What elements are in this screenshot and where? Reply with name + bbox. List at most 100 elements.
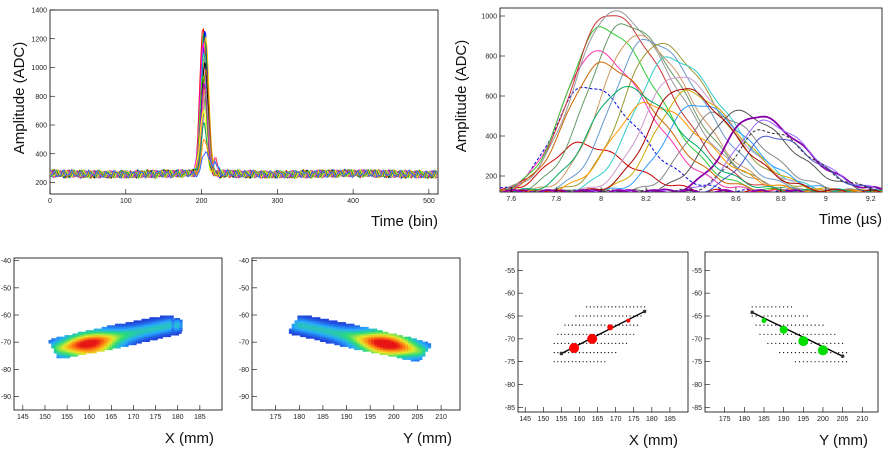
heatmap-cell — [388, 335, 392, 338]
heatmap-cell — [300, 333, 304, 336]
heatmap-cell — [93, 346, 97, 349]
heatmap-cell — [174, 322, 178, 325]
heatmap-cell — [128, 341, 132, 344]
heatmap-cell — [128, 322, 132, 325]
pad-dot — [600, 361, 602, 363]
pad-dot — [806, 352, 808, 354]
heatmap-cell — [303, 333, 307, 336]
heatmap-cell — [91, 346, 95, 349]
heatmap-cell — [314, 328, 318, 331]
heatmap-cell — [179, 329, 183, 332]
heatmap-cell — [422, 354, 426, 357]
heatmap-cell — [69, 340, 73, 342]
heatmap-cell — [396, 351, 400, 354]
heatmap-cell — [337, 331, 341, 334]
heatmap-cell — [125, 323, 129, 326]
heatmap-cell — [125, 341, 129, 344]
x-tick-label: 205 — [412, 414, 424, 421]
x-tick-label: 9 — [824, 196, 828, 203]
pad-dot — [564, 342, 566, 344]
heatmap-cell — [101, 338, 105, 341]
heatmap-cell — [88, 340, 92, 342]
heatmap-cell — [146, 331, 150, 334]
heatmap-cell — [162, 328, 166, 331]
heatmap-cell — [136, 341, 140, 344]
pad-dot — [618, 306, 620, 308]
pad-dot — [629, 315, 631, 317]
heatmap-cell — [331, 328, 335, 331]
heatmap-cell — [320, 328, 324, 331]
heatmap-cell — [416, 353, 420, 355]
heatmap-cell — [388, 341, 392, 344]
pad-dot — [604, 306, 606, 308]
heatmap-cell — [317, 317, 321, 320]
heatmap-cell — [88, 349, 92, 352]
heatmap-cell — [138, 333, 142, 336]
heatmap-cell — [170, 317, 174, 320]
pad-dot — [575, 315, 577, 317]
heatmap-cell — [339, 328, 344, 331]
heatmap-cell — [149, 331, 153, 334]
heatmap-cell — [382, 341, 386, 344]
waveform-series — [50, 108, 438, 180]
heatmap-cell — [345, 343, 349, 346]
heatmap-cell — [171, 319, 175, 322]
waveform-series — [50, 69, 438, 180]
pad-dot — [593, 315, 595, 317]
heatmap-cell — [305, 336, 310, 339]
pad-dot — [607, 315, 610, 317]
heatmap-cell — [120, 344, 124, 347]
heatmap-cell — [325, 325, 329, 328]
pad-dot — [629, 324, 631, 326]
pad-dot — [810, 352, 812, 354]
pad-dot — [618, 333, 620, 335]
hits_y-pad-grid — [751, 306, 848, 363]
heatmap-cell — [69, 354, 73, 357]
heatmap-cell — [371, 333, 375, 336]
heatmap-cell — [339, 323, 344, 326]
heatmap-cell — [354, 340, 358, 342]
heatmap-cell — [85, 348, 89, 351]
heatmap-cell — [109, 333, 113, 336]
heatmap-cell — [348, 344, 352, 347]
pad-dot — [633, 324, 635, 326]
x-tick-label: 8.4 — [686, 196, 696, 203]
pad-dot — [611, 333, 613, 335]
heatmap-cell — [122, 343, 126, 346]
heatmap-cell — [67, 343, 71, 346]
heatmap-cell — [402, 344, 406, 347]
x-tick-label: 100 — [120, 198, 132, 205]
heatmap-cell — [385, 348, 389, 351]
heatmap-cell — [291, 325, 295, 328]
heatmap-cell — [109, 330, 113, 333]
pad-dot — [818, 361, 820, 363]
heatmap-cell — [402, 341, 406, 344]
heatmap-cell — [416, 356, 420, 359]
heatmap-cell — [368, 333, 372, 336]
heatmap-cell — [106, 330, 110, 333]
heatmap-cell — [314, 318, 318, 321]
pad-dot — [814, 352, 816, 354]
heatmap-cell — [322, 322, 327, 325]
heatmap-cell — [154, 320, 158, 323]
heatmap-cell — [64, 343, 68, 346]
heatmap-cell — [141, 340, 145, 342]
heatmap-cell — [365, 330, 369, 333]
pad-dot — [578, 324, 581, 326]
pad-dot — [557, 352, 559, 354]
heatmap-cell — [402, 340, 406, 342]
heatmap-cell — [322, 331, 327, 334]
heatmap-cell — [294, 330, 298, 333]
heatmap-cell — [322, 340, 327, 342]
pad-dot — [775, 342, 777, 344]
heatmap-cell — [130, 343, 134, 346]
x-tick-label: 8.8 — [776, 196, 786, 203]
heatmap-cell — [314, 335, 318, 338]
pad-dot — [771, 306, 773, 308]
heatmap-cell — [351, 341, 355, 344]
pad-dot — [593, 361, 595, 363]
heatmap-cell — [317, 325, 321, 328]
heatmap-cell — [93, 336, 97, 339]
heatmap-cell — [104, 330, 108, 333]
heatmap-cell — [385, 331, 389, 334]
